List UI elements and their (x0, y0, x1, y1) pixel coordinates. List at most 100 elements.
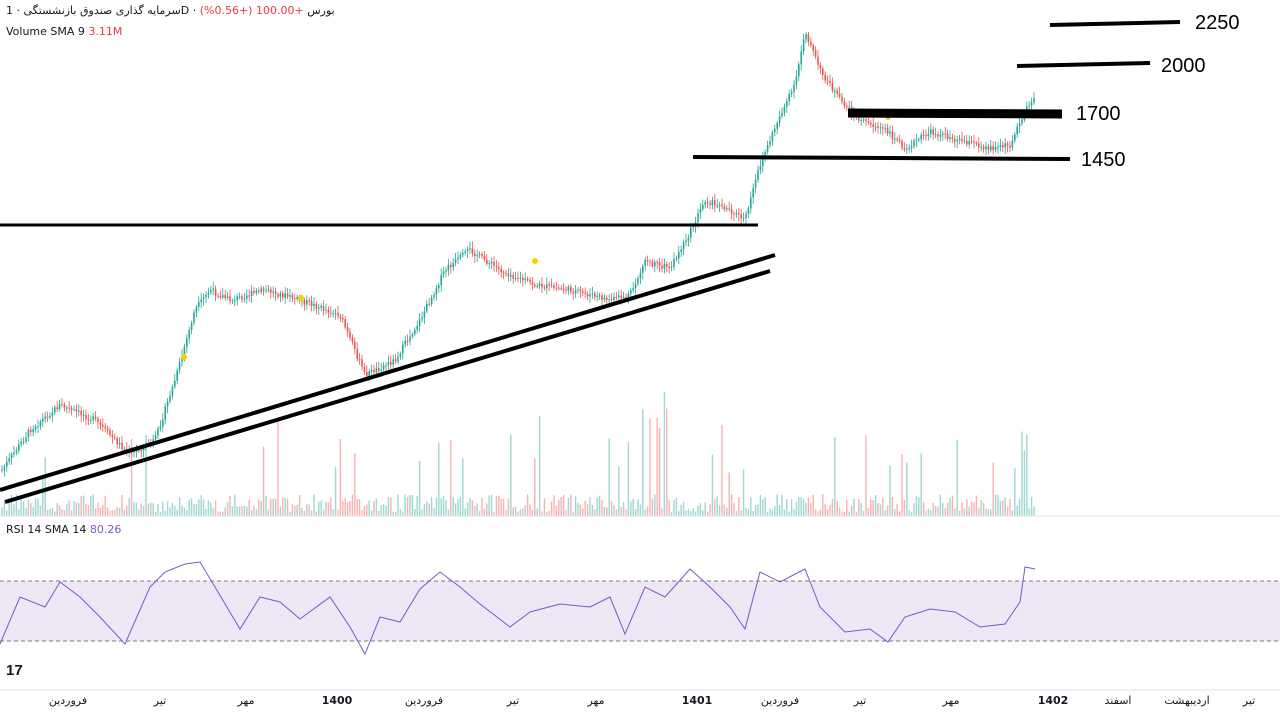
candle-body (901, 141, 903, 149)
candle-body (843, 101, 846, 107)
volume-bar (1021, 431, 1023, 516)
candle-body (925, 135, 927, 137)
volume-bar (56, 503, 58, 516)
volume-bar (445, 500, 447, 516)
volume-bar (205, 508, 207, 516)
volume-bar (901, 454, 903, 516)
candle-body (344, 319, 346, 328)
candle-body (702, 204, 704, 209)
candle-body (495, 265, 498, 268)
candle-body (428, 303, 430, 305)
candle-body (682, 242, 685, 250)
drawn-lines[interactable] (0, 20, 1181, 504)
candle-body (111, 435, 114, 438)
volume-bar (111, 510, 114, 516)
candle-body (104, 426, 106, 429)
candle-body (546, 284, 548, 289)
volume-bar (334, 467, 337, 516)
volume-bar (675, 497, 678, 516)
candle-body (776, 123, 778, 129)
volume-bar (649, 418, 651, 516)
volume-bar (718, 505, 721, 516)
candle-body (526, 278, 529, 280)
volume-bar (752, 511, 754, 516)
candle-body (250, 291, 253, 297)
candle-body (810, 41, 812, 46)
volume-bar (678, 511, 680, 516)
volume-bar (898, 511, 901, 516)
volume-bar (555, 505, 558, 516)
candle-body (558, 287, 560, 289)
volume-bar (927, 508, 930, 516)
candle-body (819, 64, 822, 69)
candle-body (915, 139, 918, 141)
candle-body (435, 288, 438, 295)
candle-body (620, 295, 622, 299)
candle-body (790, 91, 793, 94)
volume-bar (704, 502, 706, 516)
time-axis-label: تیر (1242, 694, 1255, 707)
volume-bar (318, 501, 320, 516)
volume-bar (58, 505, 61, 516)
volume-bar (22, 501, 25, 516)
volume-bar (680, 504, 682, 516)
time-axis-label: 1400 (322, 694, 353, 707)
volume-bar (613, 505, 615, 516)
volume-bar (133, 501, 135, 516)
volume-bar (37, 498, 39, 516)
candle-body (524, 278, 526, 281)
candle-body (207, 292, 210, 295)
chart-header-title: سرمایه گذاری صندوق بازنشستگی · 1D · بورس… (6, 4, 335, 17)
candle-body (632, 288, 634, 291)
volume-bar (505, 509, 507, 516)
candle-body (562, 288, 565, 290)
volume-bar (812, 494, 814, 516)
rsi-indicator-header: RSI 14 SMA 14 80.26 (6, 523, 121, 536)
volume-bar (754, 505, 757, 516)
candle-body (85, 415, 87, 420)
candle-body (954, 139, 956, 142)
candle-body (402, 344, 404, 354)
candle-body (728, 208, 730, 210)
volume-bar (925, 511, 927, 516)
candle-body (992, 146, 994, 151)
volume-bar (685, 510, 687, 516)
candle-body (421, 317, 423, 320)
candle-body (762, 158, 764, 167)
time-axis-label: فروردین (49, 694, 87, 707)
candle-body (879, 127, 882, 129)
volume-bar (310, 510, 313, 516)
volume-bar (867, 508, 870, 516)
volume-bar (956, 439, 958, 516)
candle-body (282, 292, 284, 298)
candle-body (308, 300, 310, 302)
volume-bar (596, 497, 598, 516)
time-axis-label: مهر (236, 694, 254, 707)
volume-bar (193, 503, 195, 516)
candle-body (514, 277, 517, 279)
volume-bar (1030, 496, 1033, 516)
candle-body (99, 421, 102, 425)
candle-body (627, 293, 630, 297)
volume-bar (531, 509, 534, 516)
candle-body (625, 296, 627, 298)
volume-bar (380, 505, 382, 516)
volume-value: 3.11M (88, 25, 123, 38)
level-line-1450 (692, 155, 1071, 161)
candle-body (97, 418, 99, 422)
candle-body (649, 261, 651, 263)
tradingview-logo-icon[interactable]: 17 (6, 662, 23, 679)
candle-body (409, 336, 411, 342)
candle-body (550, 285, 553, 287)
candle-body (234, 300, 236, 302)
volume-bar (834, 436, 836, 516)
candle-body (202, 297, 205, 300)
volume-bar (1, 507, 3, 516)
candle-body (397, 356, 399, 362)
volume-bar (908, 510, 910, 516)
volume-bar (8, 501, 10, 516)
candle-body (18, 444, 20, 451)
volume-bar (202, 499, 205, 516)
volume-bar (850, 505, 853, 516)
